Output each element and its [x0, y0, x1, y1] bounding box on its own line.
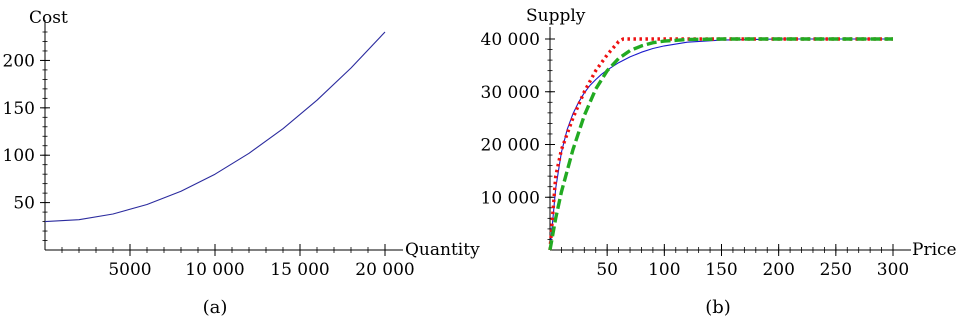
- panel-a-y-tick-label: 50: [13, 194, 35, 214]
- panel-b-y-tick-label: 40 000: [481, 30, 540, 50]
- panel-a-y-tick-label: 150: [3, 99, 35, 119]
- panel-a-caption: (a): [203, 297, 228, 318]
- panel-b-x-tick-label: 100: [648, 260, 680, 280]
- panel-b-x-tick-label: 200: [762, 260, 794, 280]
- panel-b-caption: (b): [705, 297, 731, 318]
- panel-b-series: [548, 37, 893, 251]
- panel-b-x-tick-label: 50: [596, 260, 618, 280]
- panel-b-y-tick-label: 30 000: [481, 83, 540, 103]
- panel-a-axes: [44, 20, 403, 251]
- panel-a-y-tick-label: 200: [3, 51, 35, 71]
- panel-b-series-dotted-line: [548, 37, 893, 251]
- panel-b-ticks: 50 100 150 200 250 300 10 000 20 000 30 000 40 00…: [481, 30, 910, 280]
- panel-b-y-axis-label: Supply: [526, 6, 586, 26]
- panel-b-x-axis-label: Price: [912, 240, 957, 260]
- panel-b-supply-vs-price: 50 100 150 200 250 300 10 000 20 000 30 000 40 00…: [481, 6, 957, 318]
- panel-a-y-tick-label: 100: [3, 146, 35, 166]
- panel-a-cost-vs-quantity: 5000 10 000 15 000 20 000 50 100 150 200 Cost Q…: [3, 8, 481, 318]
- panel-a-x-tick-label: 20 000: [355, 260, 414, 280]
- panel-b-axes: [549, 27, 911, 251]
- panel-b-y-tick-label: 10 000: [481, 188, 540, 208]
- panel-b-x-tick-label: 250: [820, 260, 852, 280]
- panel-a-series: [44, 31, 386, 223]
- panel-a-x-tick-label: 5000: [108, 260, 151, 280]
- panel-b-series-solid-line: [549, 38, 893, 251]
- panel-b-x-tick-label: 150: [705, 260, 737, 280]
- panel-a-series-solid-line: [44, 31, 386, 223]
- panel-b-series-dashed-line: [548, 37, 893, 251]
- panel-b-x-tick-label: 300: [877, 260, 909, 280]
- panel-a-x-axis-label: Quantity: [405, 240, 480, 260]
- panel-b-y-tick-label: 20 000: [481, 136, 540, 156]
- panel-a-y-axis-label: Cost: [29, 8, 68, 28]
- panel-a-ticks: 5000 10 000 15 000 20 000 50 100 150 200: [3, 31, 415, 280]
- panel-a-x-tick-label: 10 000: [185, 260, 244, 280]
- panel-a-x-tick-label: 15 000: [270, 260, 329, 280]
